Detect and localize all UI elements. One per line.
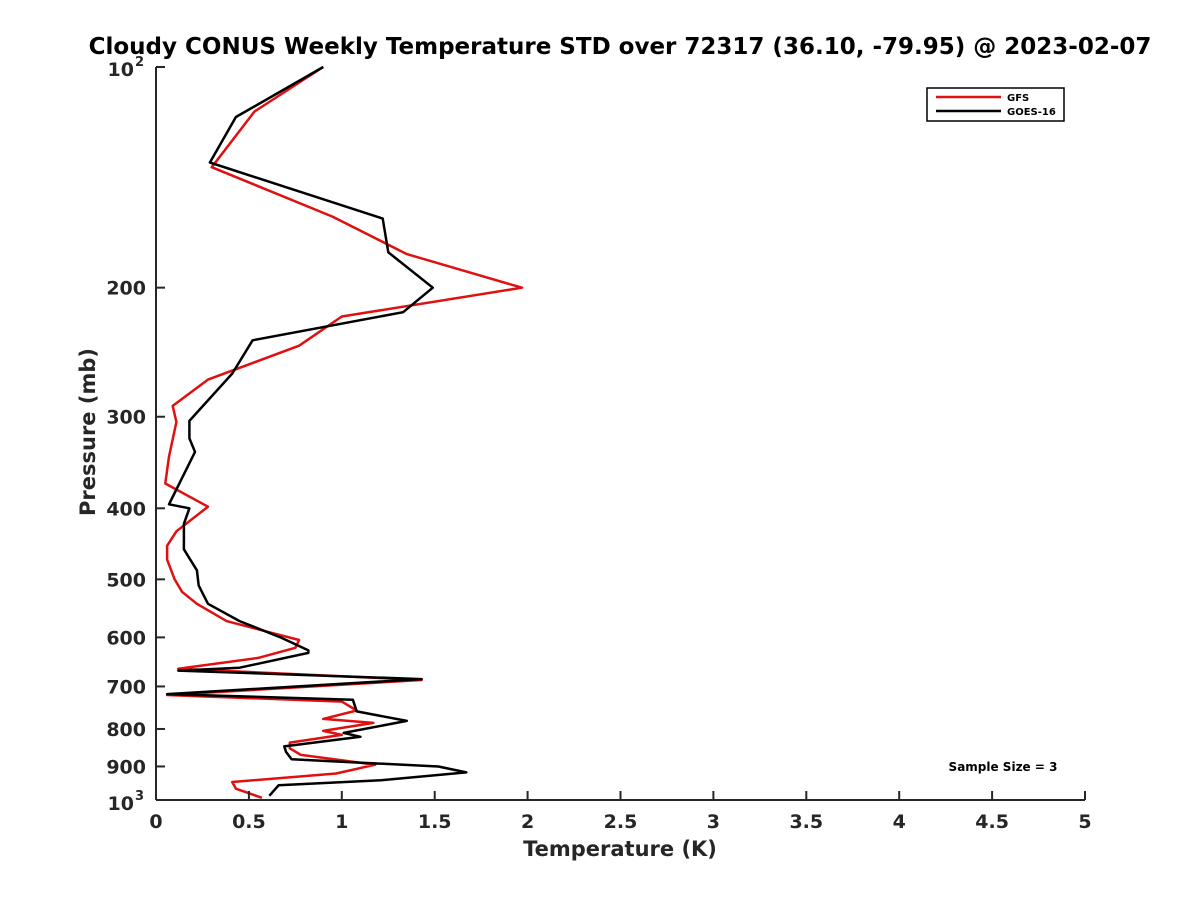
y-tick-label: 900 bbox=[106, 756, 146, 778]
y-tick-label-base: 10 bbox=[108, 59, 134, 81]
y-tick-label: 500 bbox=[106, 569, 146, 591]
x-tick-label: 4 bbox=[893, 811, 906, 833]
y-tick-label: 700 bbox=[106, 676, 146, 698]
sample-size-annotation: Sample Size = 3 bbox=[949, 760, 1058, 774]
y-tick-label: 400 bbox=[106, 498, 146, 520]
y-tick-label-exponent: 3 bbox=[135, 789, 144, 804]
plot-lines bbox=[164, 65, 524, 799]
legend-box bbox=[926, 87, 1065, 122]
x-tick-label: 5 bbox=[1078, 811, 1091, 833]
legend-label-gfs: GFS bbox=[1007, 93, 1029, 104]
x-tick-label: 4.5 bbox=[975, 811, 1009, 833]
y-tick-label: 300 bbox=[106, 407, 146, 429]
chart-title: Cloudy CONUS Weekly Temperature STD over… bbox=[89, 34, 1152, 60]
legend: GFS GOES-16 bbox=[926, 87, 1065, 122]
y-axis-label: Pressure (mb) bbox=[76, 348, 100, 516]
x-tick-label: 2.5 bbox=[604, 811, 638, 833]
y-tick-label-exponent: 2 bbox=[135, 55, 144, 70]
gfs-series-line bbox=[164, 65, 524, 799]
goes-16-series-line bbox=[165, 65, 468, 797]
y-tick-label: 200 bbox=[106, 278, 146, 300]
x-tick-label: 3.5 bbox=[789, 811, 823, 833]
x-tick-label: 0.5 bbox=[232, 811, 266, 833]
x-tick-label: 1 bbox=[335, 811, 348, 833]
x-tick-label: 1.5 bbox=[418, 811, 452, 833]
x-tick-label: 3 bbox=[707, 811, 720, 833]
legend-label-goes-16: GOES-16 bbox=[1007, 107, 1056, 118]
y-tick-label: 600 bbox=[106, 627, 146, 649]
axes: 0 0.5 1 1.5 2 2.5 3 3.5 4 4.5 510 22003004005006007… bbox=[106, 55, 1091, 833]
y-tick-label: 800 bbox=[106, 719, 146, 741]
x-tick-label: 2 bbox=[521, 811, 534, 833]
x-tick-label: 0 bbox=[149, 811, 162, 833]
x-axis-label: Temperature (K) bbox=[523, 837, 717, 861]
y-tick-label-base: 10 bbox=[108, 793, 134, 815]
